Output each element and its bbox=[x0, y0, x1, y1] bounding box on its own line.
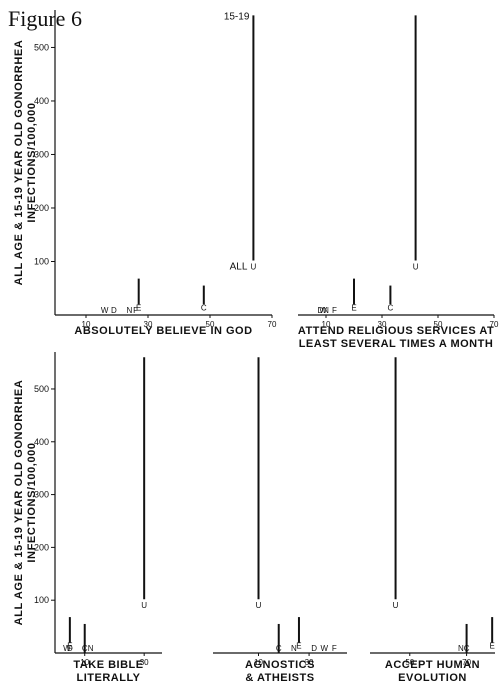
y-tick-label: 500 bbox=[34, 384, 49, 394]
y-tick-label: 100 bbox=[34, 256, 49, 266]
marker-U: U bbox=[256, 601, 262, 610]
x-tick-label: 10 bbox=[322, 320, 331, 329]
x-tick-label: 70 bbox=[268, 320, 277, 329]
x-axis-label: LEAST SEVERAL TIMES A MONTH bbox=[299, 338, 494, 350]
marker-U: U bbox=[141, 601, 147, 610]
x-tick-label: 10 bbox=[254, 658, 263, 667]
x-tick-label: 10 bbox=[82, 320, 91, 329]
marker-W: W bbox=[319, 306, 327, 315]
x-tick-label: 10 bbox=[80, 658, 89, 667]
teen-annotation: 15-19 bbox=[224, 11, 250, 22]
x-axis-label: AGNOSTICS bbox=[245, 659, 315, 671]
y-tick-label: 500 bbox=[34, 42, 49, 52]
marker-U: U bbox=[393, 601, 399, 610]
marker-C: C bbox=[276, 644, 282, 653]
all-age-annotation: ALL bbox=[230, 261, 248, 272]
x-tick-label: 50 bbox=[206, 320, 215, 329]
y-tick-label: 100 bbox=[34, 595, 49, 605]
marker-N: N bbox=[458, 644, 464, 653]
marker-D: D bbox=[67, 644, 73, 653]
y-tick-label: 300 bbox=[34, 490, 49, 500]
marker-E: E bbox=[351, 303, 356, 312]
marker-E: E bbox=[489, 641, 494, 650]
y-tick-label: 200 bbox=[34, 542, 49, 552]
x-tick-label: 30 bbox=[305, 658, 314, 667]
x-tick-label: 30 bbox=[144, 320, 153, 329]
marker-C: C bbox=[201, 303, 207, 312]
marker-U: U bbox=[413, 262, 419, 271]
marker-C: C bbox=[82, 644, 88, 653]
y-tick-label: 400 bbox=[34, 437, 49, 447]
marker-D: D bbox=[111, 306, 117, 315]
x-tick-label: 50 bbox=[405, 658, 414, 667]
marker-F: F bbox=[133, 306, 138, 315]
marker-N: N bbox=[323, 306, 329, 315]
x-axis-label: ACCEPT HUMAN bbox=[385, 659, 480, 671]
x-tick-label: 30 bbox=[378, 320, 387, 329]
marker-N: N bbox=[127, 306, 133, 315]
marker-W: W bbox=[320, 644, 328, 653]
marker-C: C bbox=[388, 303, 394, 312]
marker-U: U bbox=[251, 262, 257, 271]
y-axis-label-line: ALL AGE & 15-19 YEAR OLD GONORRHEA bbox=[13, 40, 25, 286]
x-tick-label: 50 bbox=[434, 320, 443, 329]
marker-F: F bbox=[332, 306, 337, 315]
marker-C: C bbox=[464, 644, 470, 653]
y-axis-label-line: INFECTIONS/100,000 bbox=[26, 442, 38, 562]
marker-N: N bbox=[88, 644, 94, 653]
y-tick-label: 300 bbox=[34, 149, 49, 159]
x-tick-label: 70 bbox=[462, 658, 471, 667]
marker-E: E bbox=[67, 641, 72, 650]
x-tick-label: 30 bbox=[140, 658, 149, 667]
y-tick-label: 200 bbox=[34, 203, 49, 213]
figure-title: Figure 6 bbox=[8, 6, 82, 31]
marker-D: D bbox=[311, 644, 317, 653]
marker-N: N bbox=[291, 644, 297, 653]
y-axis-label: ALL AGE & 15-19 YEAR OLD GONORRHEAINFECT… bbox=[13, 380, 38, 626]
x-axis-label: & ATHEISTS bbox=[245, 672, 314, 684]
x-axis-label: ABSOLUTELY BELIEVE IN GOD bbox=[74, 325, 252, 337]
x-tick-label: 70 bbox=[490, 320, 499, 329]
marker-F: F bbox=[332, 644, 337, 653]
y-axis-label: ALL AGE & 15-19 YEAR OLD GONORRHEAINFECT… bbox=[13, 40, 38, 286]
marker-E: E bbox=[136, 303, 141, 312]
x-axis-label: EVOLUTION bbox=[398, 672, 467, 684]
marker-W: W bbox=[63, 644, 71, 653]
y-axis-label-line: ALL AGE & 15-19 YEAR OLD GONORRHEA bbox=[13, 380, 25, 626]
marker-E: E bbox=[296, 641, 301, 650]
marker-D: D bbox=[318, 306, 324, 315]
marker-W: W bbox=[101, 306, 109, 315]
x-axis-label: LITERALLY bbox=[77, 672, 141, 684]
x-axis-label: TAKE BIBLE bbox=[73, 659, 143, 671]
y-axis-label-line: INFECTIONS/100,000 bbox=[26, 102, 38, 222]
x-axis-label: ATTEND RELIGIOUS SERVICES AT bbox=[298, 325, 494, 337]
y-tick-label: 400 bbox=[34, 96, 49, 106]
